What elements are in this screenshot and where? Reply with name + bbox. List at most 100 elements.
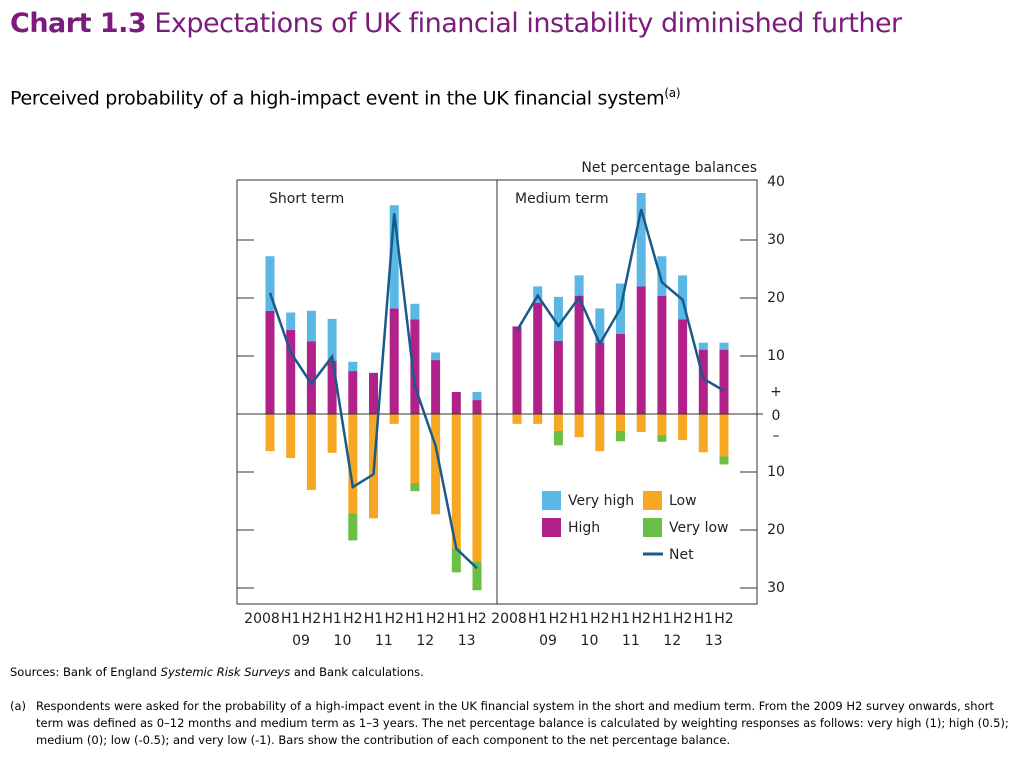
bar: [306, 310, 316, 342]
bar: [451, 391, 461, 414]
bar: [410, 414, 420, 484]
bar: [389, 205, 399, 309]
bar: [553, 414, 563, 431]
bar: [369, 372, 378, 414]
x-tick-label: H2: [343, 611, 362, 627]
bar: [698, 349, 708, 414]
x-tick-label: H2: [384, 611, 403, 627]
bar: [595, 342, 605, 414]
bar: [636, 193, 646, 287]
x-tick-label: 2008: [244, 611, 280, 627]
y-tick-label: 30: [767, 580, 785, 596]
sign-label: +: [770, 384, 782, 400]
year-label: 10: [334, 633, 352, 649]
bar: [657, 434, 667, 442]
bar: [719, 414, 729, 457]
bar: [553, 296, 563, 341]
bar: [265, 256, 275, 311]
x-tick-label: H2: [302, 611, 321, 627]
sources: Sources: Bank of England Systemic Risk S…: [10, 665, 424, 679]
sources-text: and Bank calculations.: [290, 665, 424, 679]
bar: [553, 340, 563, 414]
bar: [719, 342, 729, 350]
bar: [595, 308, 605, 343]
x-tick-label: H1: [652, 611, 671, 627]
footnote-text: Respondents were asked for the probabili…: [36, 699, 1009, 747]
bar: [574, 275, 584, 296]
title: Chart 1.3 Expectations of UK financial i…: [10, 8, 902, 39]
x-tick-label: H1: [528, 611, 547, 627]
x-tick-label: H2: [590, 611, 609, 627]
title-text: Expectations of UK financial instability…: [154, 8, 902, 39]
bar: [265, 310, 275, 414]
y-tick-label: 30: [767, 232, 785, 248]
bar: [657, 256, 667, 296]
bar: [410, 483, 420, 492]
bar: [431, 360, 441, 414]
x-tick-label: H2: [714, 611, 733, 627]
bar: [657, 414, 667, 435]
legend-label: Low: [669, 493, 697, 509]
bar: [636, 414, 646, 432]
y-tick-label: 0: [772, 408, 781, 424]
year-label: 09: [292, 633, 310, 649]
bar: [410, 303, 420, 320]
bar: [472, 414, 482, 562]
bar: [431, 352, 441, 361]
legend-label: Very high: [568, 493, 634, 509]
legend-label: Net: [669, 547, 694, 563]
y-tick-label: 20: [767, 522, 785, 538]
year-label: 13: [458, 633, 476, 649]
year-label: 11: [375, 633, 393, 649]
bar: [616, 414, 625, 431]
x-tick-label: H1: [322, 611, 341, 627]
bar: [348, 361, 358, 372]
y-axis-label: Net percentage balances: [581, 160, 757, 176]
x-tick-label: H1: [405, 611, 424, 627]
bar: [533, 302, 543, 414]
bar: [389, 414, 399, 424]
bar: [678, 414, 688, 441]
year-label: 10: [581, 633, 599, 649]
bar: [306, 341, 316, 414]
chart-number: Chart 1.3: [10, 8, 147, 39]
bar: [286, 312, 296, 330]
year-label: 12: [663, 633, 681, 649]
x-tick-label: H2: [549, 611, 568, 627]
bar: [616, 333, 625, 414]
footnote-label: (a): [10, 699, 27, 713]
year-label: 12: [416, 633, 434, 649]
year-label: 13: [705, 633, 723, 649]
bar: [574, 414, 584, 438]
panel-frame: [496, 179, 758, 605]
bar: [678, 319, 688, 414]
y-tick-label: 20: [767, 290, 785, 306]
x-tick-label: H2: [467, 611, 486, 627]
legend-label: Very low: [669, 520, 729, 536]
legend-swatch: [542, 491, 561, 510]
bar: [472, 561, 482, 591]
bar: [616, 430, 625, 442]
bar: [431, 414, 441, 515]
legend-swatch: [542, 518, 561, 537]
x-tick-label: 2008: [491, 611, 527, 627]
panel-title: Medium term: [515, 191, 609, 207]
bar: [348, 414, 358, 514]
bar: [678, 275, 688, 320]
x-tick-label: H1: [611, 611, 630, 627]
bar: [512, 414, 522, 424]
y-tick-label: 40: [767, 174, 785, 190]
bar: [698, 414, 708, 453]
x-tick-label: H2: [426, 611, 445, 627]
bar: [595, 414, 605, 452]
bar: [574, 295, 584, 414]
bar: [389, 308, 399, 414]
y-tick-label: 10: [767, 464, 785, 480]
year-label: 11: [622, 633, 640, 649]
legend-swatch: [643, 518, 662, 537]
net-line: [268, 213, 478, 570]
subtitle: Perceived probability of a high-impact e…: [10, 86, 681, 109]
sources-italic: Systemic Risk Surveys: [160, 665, 291, 679]
